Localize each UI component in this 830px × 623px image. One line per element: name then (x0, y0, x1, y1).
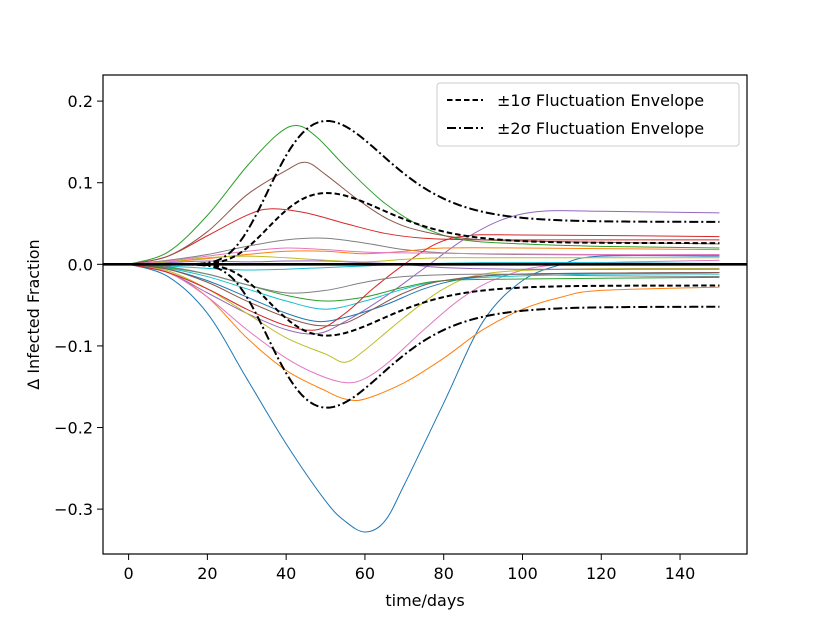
x-axis-label: time/days (385, 591, 464, 610)
x-tick-label: 80 (434, 564, 454, 583)
realization-line-14 (128, 234, 720, 331)
envelope-sigma2-lower (128, 263, 720, 409)
realization-line-2 (128, 263, 720, 402)
fluctuation-envelopes (128, 119, 720, 409)
x-tick-label: 0 (124, 564, 134, 583)
realization-lines (128, 124, 720, 533)
legend-label-sigma2: ±2σ Fluctuation Envelope (497, 119, 704, 138)
x-tick-label: 60 (355, 564, 375, 583)
x-tick-label: 40 (276, 564, 296, 583)
realization-line-5 (128, 210, 720, 335)
y-axis-label: Δ Infected Fraction (24, 239, 43, 389)
y-tick-label: 0.2 (68, 92, 93, 111)
realization-line-17 (128, 255, 720, 265)
legend-box (436, 82, 740, 147)
realization-line-16 (128, 263, 720, 327)
x-tick-label: 20 (197, 564, 217, 583)
y-tick-label: 0.1 (68, 174, 93, 193)
realization-line-8 (128, 237, 720, 265)
realization-line-20 (128, 263, 720, 294)
realization-line-13 (128, 263, 720, 302)
y-tick-label: −0.2 (54, 419, 93, 438)
realization-line-6 (128, 161, 720, 265)
y-tick-label: 0.0 (68, 255, 93, 274)
realization-line-19 (128, 262, 720, 271)
y-axis-ticks: −0.3 −0.2 −0.1 0.0 0.1 0.2 (54, 92, 103, 519)
y-tick-label: −0.3 (54, 500, 93, 519)
envelope-sigma1-upper (128, 192, 720, 266)
x-tick-label: 100 (507, 564, 538, 583)
realization-line-1 (128, 255, 720, 533)
legend-label-sigma1: ±1σ Fluctuation Envelope (497, 91, 704, 110)
realization-line-4 (128, 208, 720, 265)
plot-area-frame (102, 74, 748, 555)
legend: ±1σ Fluctuation Envelope ±2σ Fluctuation… (436, 82, 740, 147)
realization-line-7 (128, 259, 720, 384)
envelope-sigma1-lower (128, 263, 720, 337)
realization-line-3 (128, 124, 720, 265)
x-tick-label: 140 (665, 564, 696, 583)
x-axis-ticks: 0 20 40 60 80 100 120 140 (124, 554, 696, 583)
realization-line-18 (128, 247, 720, 265)
envelope-sigma2-upper (128, 119, 720, 266)
x-tick-label: 120 (586, 564, 617, 583)
realization-line-12 (128, 247, 720, 265)
y-tick-label: −0.1 (54, 337, 93, 356)
